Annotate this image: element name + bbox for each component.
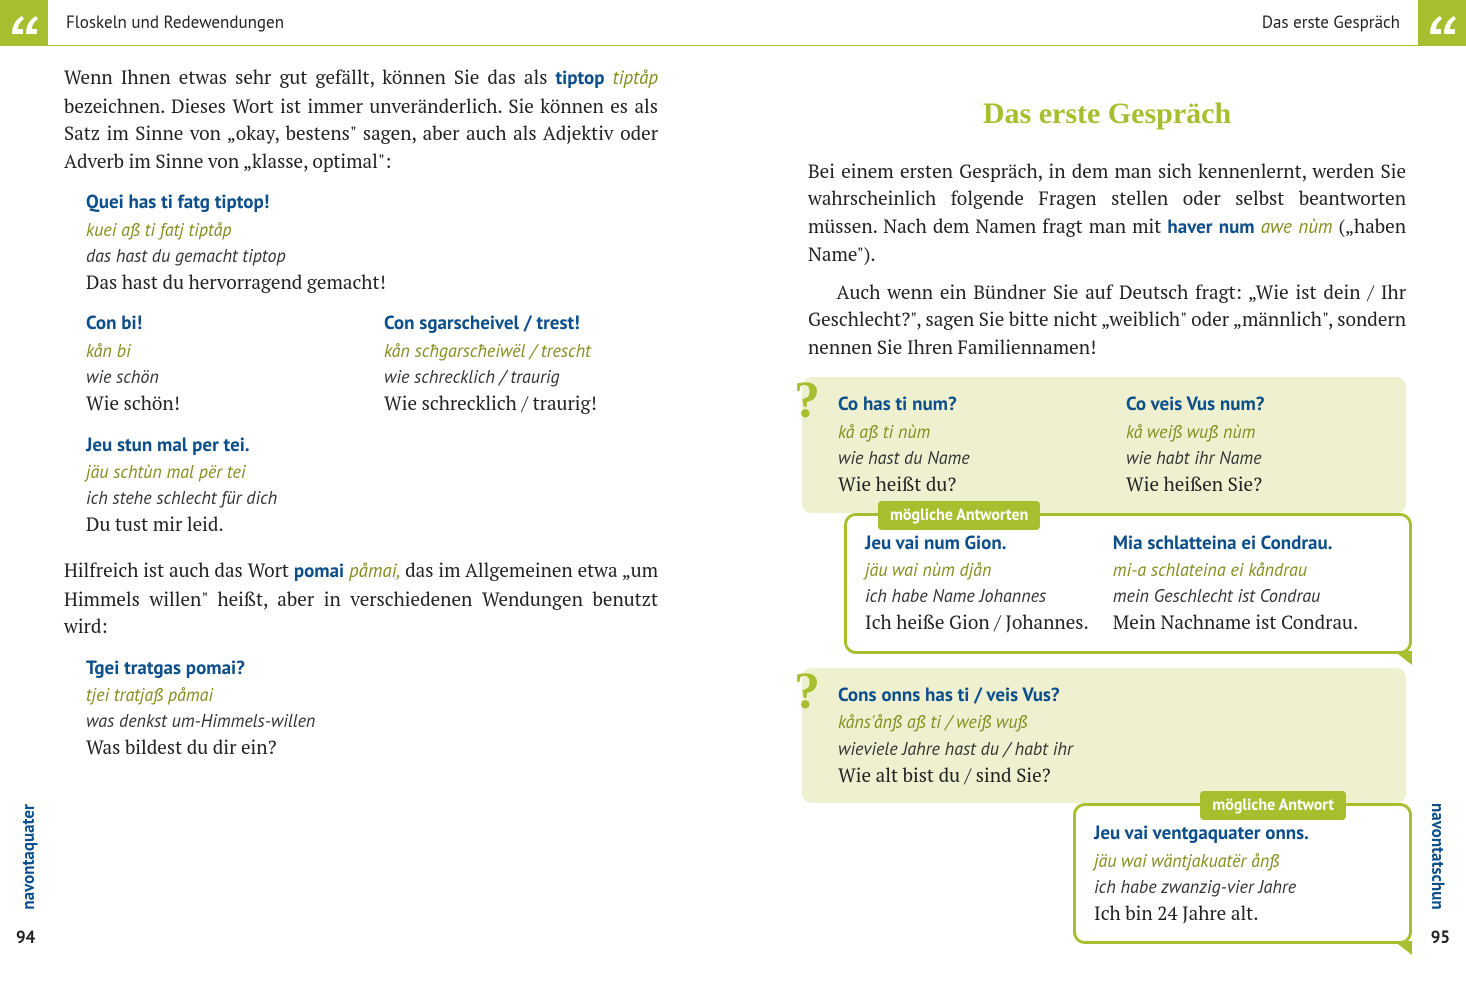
intro-left: Wenn Ihnen etwas sehr gut gefällt, könne… [64, 64, 658, 175]
answer-wrap-2: mögliche Antwort Jeu vai ventgaquater on… [808, 803, 1406, 944]
intro-right: Bei einem ersten Gespräch, in dem man si… [808, 158, 1406, 269]
ph-head: Co has ti num? [838, 391, 1096, 419]
header-bar-right: Das erste Gespräch [733, 0, 1466, 46]
t: awe nùm [1261, 215, 1333, 239]
ph-head: Cons onns has ti / veis Vus? [838, 682, 1384, 710]
q2: Cons onns has ti / veis Vus? kåns'ånß aß… [838, 682, 1384, 789]
ph-lit: was denkst um-Himmels-willen [86, 708, 658, 734]
ph-head: Con sgarscheivel / trest! [384, 310, 658, 338]
question-mark-icon: ? [794, 654, 820, 729]
page-left: Floskeln und Redewendungen Wenn Ihnen et… [0, 0, 733, 1000]
ph-lit: das hast du gemacht tiptop [86, 243, 658, 269]
phrase-3: Jeu stun mal per tei. jäu schtùn mal për… [86, 432, 658, 539]
ph-phon: tjei tratjaß påmai [86, 682, 658, 708]
ph-head: Mia schlatteina ei Condrau. [1113, 530, 1358, 558]
ph-phon: kån bi [86, 338, 360, 364]
ph-lit: wieviele Jahre hast du / habt ihr [838, 736, 1384, 762]
ph-phon: kå aß ti nùm [838, 419, 1096, 445]
ph-head: Jeu vai ventgaquater onns. [1094, 820, 1391, 848]
ph-trans: Wie heißt du? [838, 471, 1096, 499]
header-title-left: Floskeln und Redewendungen [48, 10, 302, 35]
t: haver num [1167, 215, 1254, 239]
ph-lit: mein Geschlecht ist Condrau [1113, 583, 1358, 609]
ph-trans: Das hast du hervorragend gemacht! [86, 269, 658, 297]
ph-lit: wie schrecklich / traurig [384, 364, 658, 390]
t: påmai, [349, 559, 400, 583]
ph-phon: jäu schtùn mal për tei [86, 459, 658, 485]
ph-lit: ich stehe schlecht für dich [86, 485, 658, 511]
body2-left: Hilfreich ist auch das Wort pomai påmai,… [64, 557, 658, 641]
answer-box-2: Jeu vai ventgaquater onns. jäu wai wäntj… [1073, 803, 1412, 944]
ph-head: Con bi! [86, 310, 360, 338]
ph-trans: Wie schrecklich / traurig! [384, 390, 658, 418]
a2: Jeu vai ventgaquater onns. jäu wai wäntj… [1094, 820, 1391, 927]
question-mark-icon: ? [794, 363, 820, 438]
ph-trans: Wie schön! [86, 390, 360, 418]
answer-label-2: mögliche Antwort [1200, 791, 1346, 820]
header-title-right: Das erste Gespräch [1244, 10, 1418, 35]
pagenum-right: 95 [1431, 925, 1450, 950]
ph-trans: Ich heiße Gion / Johannes. [865, 609, 1089, 637]
ph-phon: kuei aß ti fatj tiptåp [86, 217, 658, 243]
ph-lit: wie habt ihr Name [1126, 445, 1384, 471]
a1b: Mia schlatteina ei Condrau. mi-a schlate… [1113, 530, 1358, 637]
question-box-2: ? Cons onns has ti / veis Vus? kåns'ånß … [802, 668, 1406, 803]
side-label-right: navontatschun [1425, 803, 1450, 910]
t: tiptop [556, 66, 605, 90]
phrase-2b: Con sgarscheivel / trest! kån scħgarscħe… [384, 310, 658, 417]
phrase-2-row: Con bi! kån bi wie schön Wie schön! Con … [86, 310, 658, 417]
ph-lit: wie schön [86, 364, 360, 390]
ph-lit: wie hast du Name [838, 445, 1096, 471]
ph-phon: kån scħgarscħeiwël / trescht [384, 338, 658, 364]
answer-box-1: Jeu vai num Gion. jäu wai nùm djån ich h… [844, 513, 1412, 654]
quote-icon [1427, 12, 1457, 34]
t: Hilfreich ist auch das Wort [64, 558, 294, 583]
ph-head: Jeu vai num Gion. [865, 530, 1089, 558]
ph-phon: mi-a schlateina ei kåndrau [1113, 557, 1358, 583]
ph-head: Quei has ti fatg tiptop! [86, 189, 658, 217]
quote-tab-left [0, 0, 48, 46]
question-box-1: ? Co has ti num? kå aß ti nùm wie hast d… [802, 377, 1406, 512]
page-right: Das erste Gespräch Das erste Gespräch Be… [733, 0, 1466, 1000]
ph-trans: Du tust mir leid. [86, 511, 658, 539]
quote-icon [9, 12, 39, 34]
ph-phon: jäu wai wäntjakuatër ånß [1094, 848, 1391, 874]
answer-label-1: mögliche Antworten [878, 501, 1040, 530]
q1b: Co veis Vus num? kå weiß wuß nùm wie hab… [1126, 391, 1384, 498]
answer-wrap-1: mögliche Antworten Jeu vai num Gion. jäu… [808, 513, 1406, 654]
ph-head: Co veis Vus num? [1126, 391, 1384, 419]
ph-trans: Wie alt bist du / sind Sie? [838, 762, 1384, 790]
a1a: Jeu vai num Gion. jäu wai nùm djån ich h… [865, 530, 1089, 637]
ph-trans: Was bildest du dir ein? [86, 734, 658, 762]
ph-phon: kå weiß wuß nùm [1126, 419, 1384, 445]
header-bar-left: Floskeln und Redewendungen [0, 0, 733, 46]
ph-lit: ich habe zwanzig-vier Jahre [1094, 874, 1391, 900]
ph-trans: Wie heißen Sie? [1126, 471, 1384, 499]
t: pomai [294, 559, 344, 583]
ph-phon: jäu wai nùm djån [865, 557, 1089, 583]
chapter-title: Das erste Gespräch [808, 92, 1406, 136]
para2-right: Auch wenn ein Bündner Sie auf Deutsch fr… [808, 279, 1406, 362]
pagenum-left: 94 [16, 925, 35, 950]
ph-head: Tgei tratgas pomai? [86, 655, 658, 683]
side-label-left: navontaquater [16, 804, 41, 910]
t: Wenn Ihnen etwas sehr gut gefällt, könne… [64, 65, 556, 90]
phrase-2a: Con bi! kån bi wie schön Wie schön! [86, 310, 360, 417]
ph-trans: Ich bin 24 Jahre alt. [1094, 900, 1391, 928]
phrase-4: Tgei tratgas pomai? tjei tratjaß påmai w… [86, 655, 658, 762]
content-left: Wenn Ihnen etwas sehr gut gefällt, könne… [0, 46, 733, 762]
ph-lit: ich habe Name Johannes [865, 583, 1089, 609]
t: tip­tåp [613, 66, 658, 90]
t: bezeichnen. Dieses Wort ist immer unverä… [64, 94, 658, 174]
q1a: Co has ti num? kå aß ti nùm wie hast du … [838, 391, 1096, 498]
ph-phon: kåns'ånß aß ti / weiß wuß [838, 709, 1384, 735]
content-right: Das erste Gespräch Bei einem ersten Gesp… [733, 46, 1466, 944]
quote-tab-right [1418, 0, 1466, 46]
ph-trans: Mein Nachname ist Condrau. [1113, 609, 1358, 637]
phrase-1: Quei has ti fatg tiptop! kuei aß ti fatj… [86, 189, 658, 296]
ph-head: Jeu stun mal per tei. [86, 432, 658, 460]
